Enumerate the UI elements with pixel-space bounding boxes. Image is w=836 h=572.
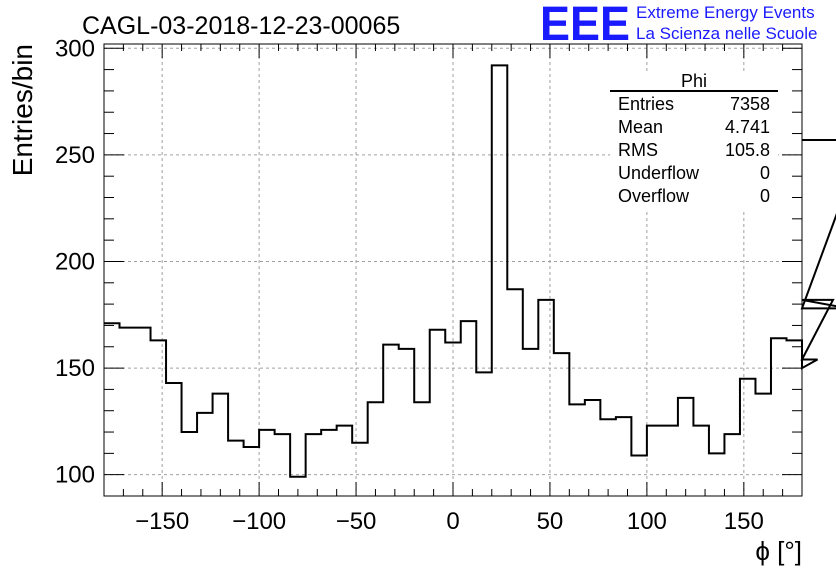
y-tick-label: 250 [55, 142, 95, 169]
x-tick-label: 100 [627, 508, 667, 535]
y-tick-label: 300 [55, 35, 95, 62]
histogram-bin [678, 398, 694, 496]
stats-value-overflow: 0 [760, 186, 770, 206]
histogram-bin [104, 323, 120, 496]
stats-box: Phi Entries 7358 Mean 4.741 RMS 105.8 Un… [610, 71, 778, 210]
histogram-bin [445, 342, 461, 496]
histogram-bin [337, 426, 353, 496]
y-tick-label: 200 [55, 248, 95, 275]
histogram-bin [151, 340, 167, 496]
stats-value-underflow: 0 [760, 163, 770, 183]
histogram-bin [197, 413, 213, 496]
stats-value-rms: 105.8 [725, 140, 770, 160]
histogram-bin [182, 432, 198, 496]
stats-box-background [610, 72, 778, 210]
histogram-bin [523, 349, 539, 496]
histogram-bin [166, 383, 182, 496]
histogram-bin [321, 430, 337, 496]
histogram-bin [709, 453, 725, 496]
stats-label-rms: RMS [618, 140, 658, 160]
x-tick-label: −50 [336, 508, 377, 535]
histogram-bin [259, 430, 275, 496]
histogram-bin [414, 402, 430, 496]
histogram-bin [600, 419, 616, 496]
histogram-bin [213, 394, 229, 496]
histogram-bin [740, 379, 756, 496]
stats-label-mean: Mean [618, 117, 663, 137]
histogram-bin [786, 340, 802, 496]
histogram-bin [383, 345, 399, 496]
eee-logo-mark: EEE [540, 0, 630, 51]
y-axis-label: Entries/bin [7, 44, 38, 176]
stats-value-entries: 7358 [730, 94, 770, 114]
histogram-bin [507, 289, 523, 496]
histogram-bin [306, 434, 322, 496]
stats-label-overflow: Overflow [618, 186, 690, 206]
histogram-bin [662, 426, 678, 496]
histogram-bin [244, 447, 260, 496]
histogram-bin [569, 404, 585, 496]
histogram-bin [802, 368, 803, 496]
histogram-bin [585, 400, 601, 496]
x-tick-labels: −150 −100 −50 0 50 100 150 [135, 508, 764, 535]
x-tick-label: 50 [537, 508, 564, 535]
histogram-bin [290, 477, 306, 496]
histogram-bin [430, 330, 446, 496]
y-tick-label: 100 [55, 462, 95, 489]
axis-ticks [103, 44, 803, 497]
logo-line-1: Extreme Energy Events [636, 3, 815, 22]
histogram-bin [228, 441, 244, 496]
histogram-bin [461, 321, 477, 496]
histogram-bin [818, 360, 819, 496]
histogram-line [104, 64, 836, 478]
histogram-bin [135, 328, 151, 496]
chart-title: CAGL-03-2018-12-23-00065 [82, 12, 400, 40]
stats-label-entries: Entries [618, 94, 674, 114]
y-tick-labels: 100 150 200 250 300 [55, 35, 95, 488]
logo-line-2: La Scienza nelle Scuole [636, 24, 817, 43]
x-tick-label: −100 [232, 508, 286, 535]
histogram-bin [352, 443, 368, 496]
histogram-bin [833, 300, 834, 496]
histogram-bin [275, 434, 291, 496]
histogram-bin [616, 417, 632, 496]
histogram-bin [631, 455, 647, 496]
x-tick-label: 150 [724, 508, 764, 535]
x-tick-label: 0 [446, 508, 459, 535]
x-axis-label: ϕ [°] [755, 536, 802, 566]
histogram-bin [476, 372, 492, 496]
stats-label-underflow: Underflow [618, 163, 700, 183]
histogram-bin [120, 328, 136, 496]
histogram-bin [771, 338, 787, 496]
x-tick-label: −150 [135, 508, 189, 535]
histogram-bin [399, 349, 415, 496]
histogram-bin [755, 394, 771, 496]
histogram-bin [368, 402, 384, 496]
histogram-bin [724, 434, 740, 496]
stats-value-mean: 4.741 [725, 117, 770, 137]
histogram-bin [492, 65, 508, 496]
histogram-bin [538, 300, 554, 496]
histogram-bin [647, 426, 663, 496]
histogram-bin [693, 426, 709, 496]
y-tick-label: 150 [55, 355, 95, 382]
stats-box-title: Phi [681, 71, 707, 91]
histogram-bin [554, 353, 570, 496]
